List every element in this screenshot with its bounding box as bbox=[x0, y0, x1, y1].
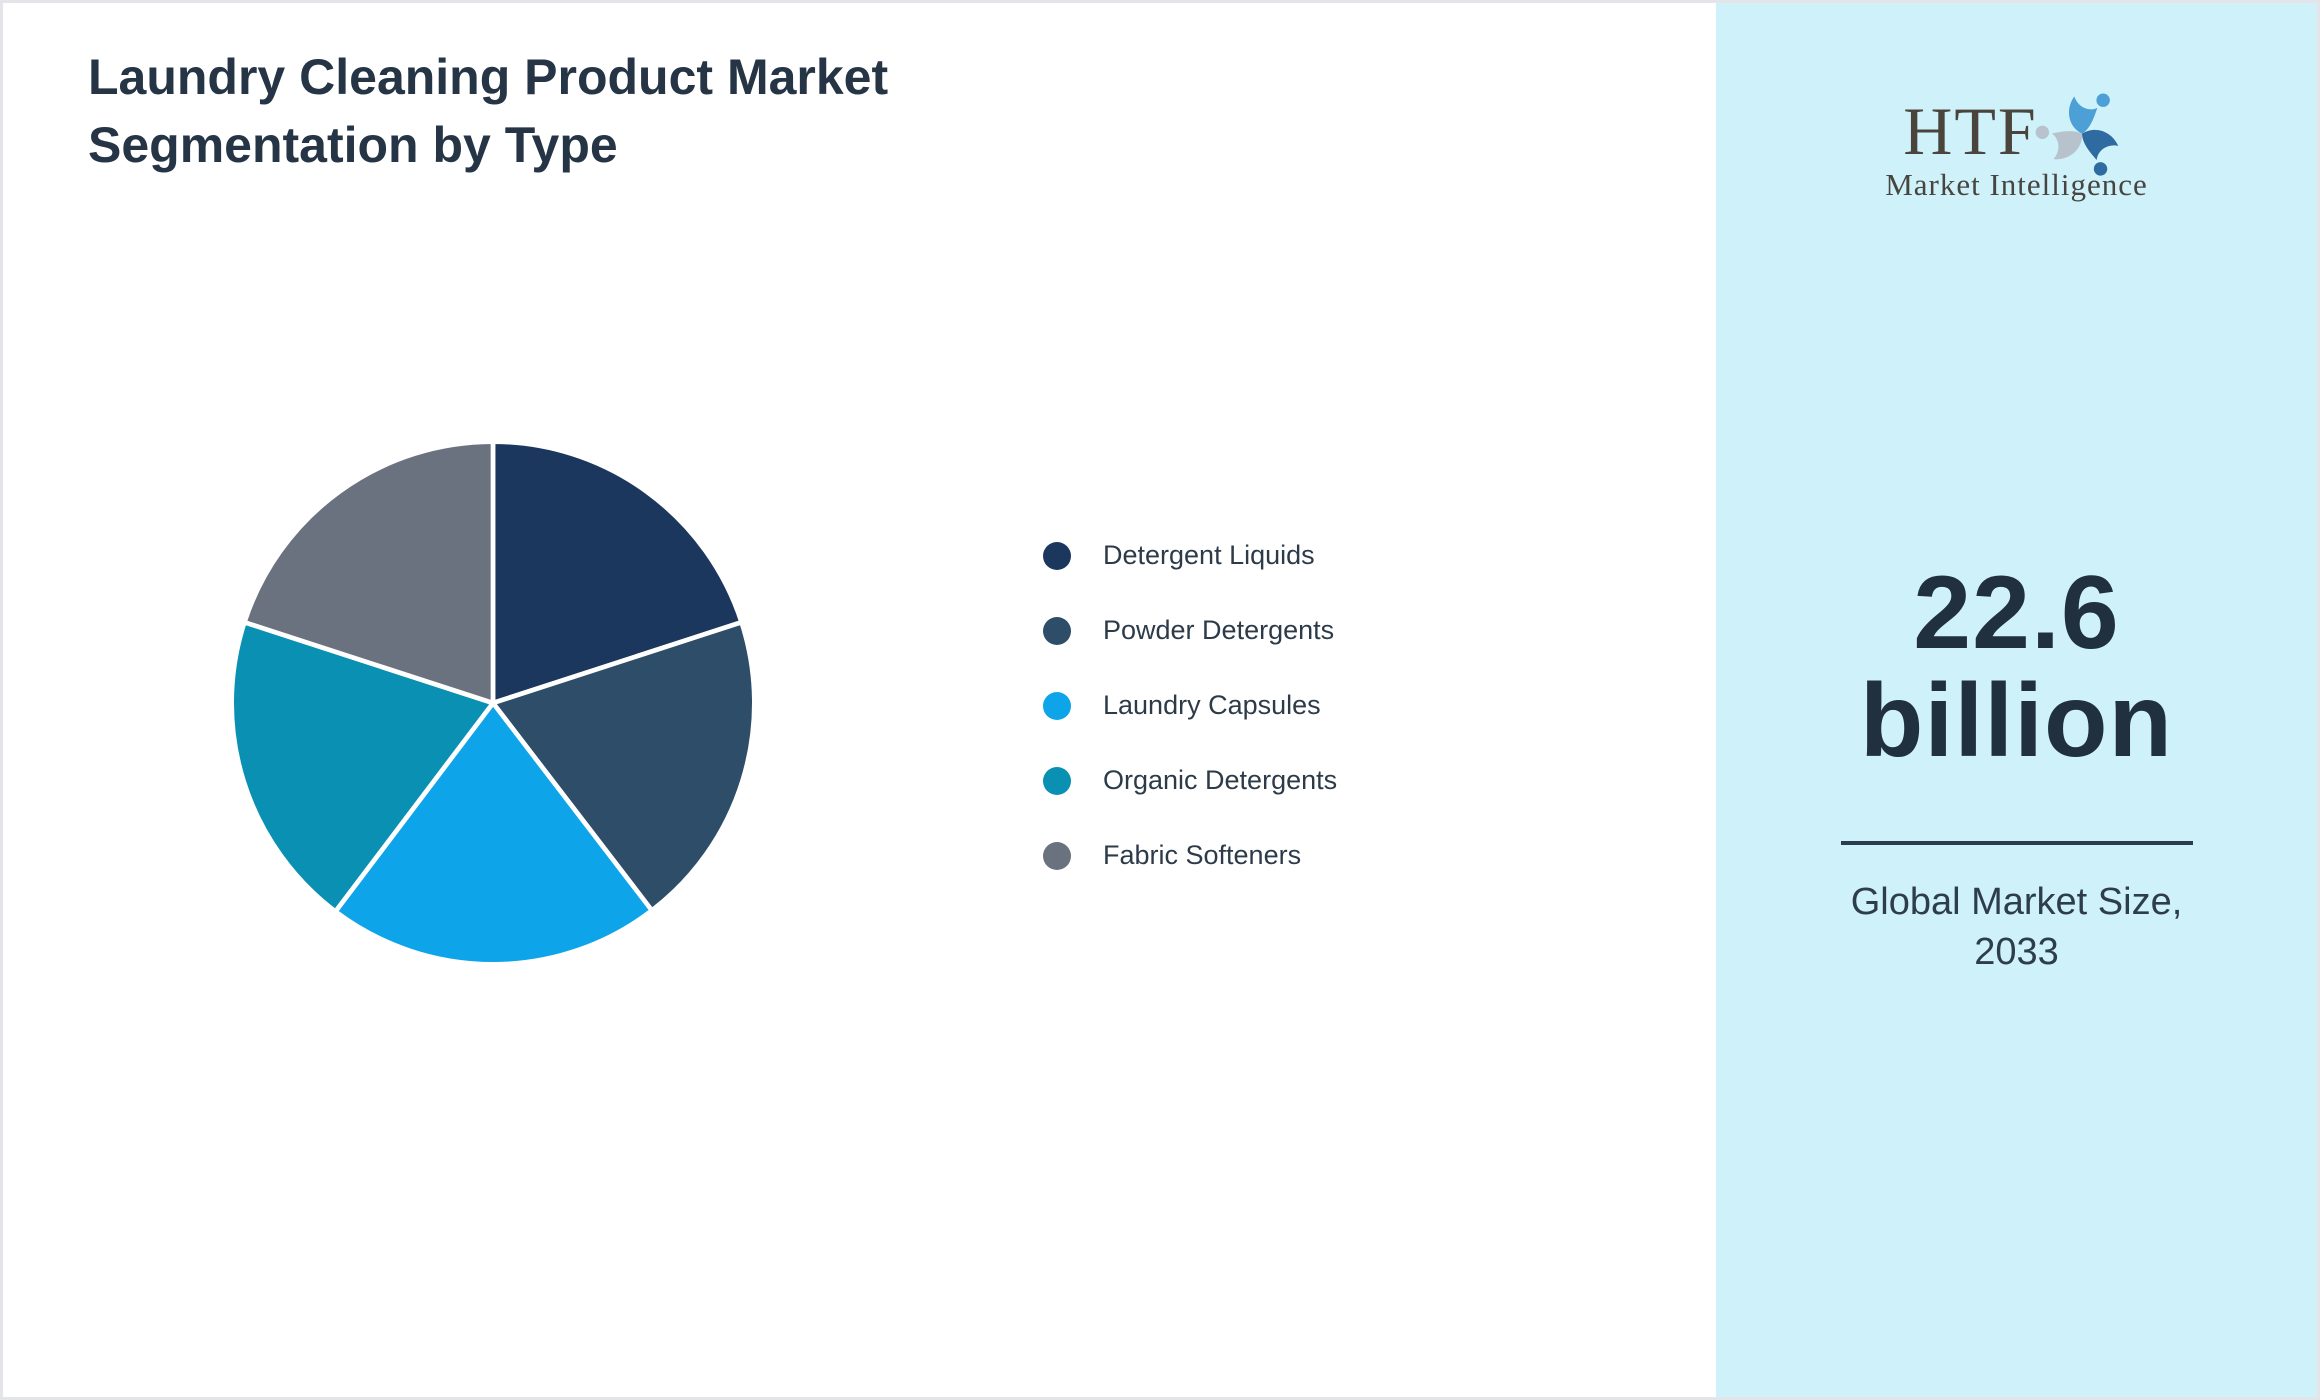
market-size-value-unit: billion bbox=[1859, 663, 2174, 779]
legend-item: Powder Detergents bbox=[1043, 593, 1337, 668]
legend-label: Organic Detergents bbox=[1103, 765, 1338, 795]
htf-logo: HTF Market Intelligence bbox=[1716, 81, 2317, 203]
market-size-value: 22.6 billion bbox=[1716, 559, 2317, 775]
stat-divider bbox=[1840, 841, 2193, 845]
pie-chart bbox=[213, 423, 773, 983]
legend-label: Laundry Capsules bbox=[1103, 690, 1321, 720]
pie-slice-laundry-capsules bbox=[333, 700, 655, 967]
legend: Detergent Liquids Powder Detergents Laun… bbox=[1043, 518, 1337, 893]
htf-logo-subtext: Market Intelligence bbox=[1885, 167, 2148, 202]
chart-title-line1: Laundry Cleaning Product Market bbox=[88, 49, 889, 105]
legend-swatch-organic-detergents bbox=[1043, 766, 1071, 795]
market-size-value-number: 22.6 bbox=[1913, 555, 2120, 671]
market-size-caption: Global Market Size, 2033 bbox=[1716, 877, 2317, 977]
legend-label: Detergent Liquids bbox=[1103, 540, 1315, 570]
legend-label: Powder Detergents bbox=[1103, 615, 1335, 645]
market-size-stat: 22.6 billion Global Market Size, 2033 bbox=[1716, 559, 2317, 977]
market-size-caption-line2: 2033 bbox=[1974, 931, 2059, 973]
pie-slice-organic-detergents bbox=[229, 619, 496, 914]
legend-swatch-fabric-softeners bbox=[1043, 841, 1071, 870]
chart-title-line2: Segmentation by Type bbox=[88, 117, 618, 173]
legend-item: Organic Detergents bbox=[1043, 743, 1337, 818]
sidebar: HTF Market Intelligence bbox=[1716, 3, 2317, 1397]
legend-item: Laundry Capsules bbox=[1043, 668, 1337, 743]
htf-logo-swirl-icon bbox=[2035, 93, 2118, 176]
pie-slice-powder-detergents bbox=[490, 619, 757, 913]
legend-swatch-laundry-capsules bbox=[1043, 691, 1071, 720]
legend-swatch-detergent-liquids bbox=[1043, 541, 1071, 570]
htf-logo-text: HTF bbox=[1903, 93, 2038, 169]
legend-item: Detergent Liquids bbox=[1043, 518, 1337, 593]
legend-item: Fabric Softeners bbox=[1043, 818, 1337, 893]
market-size-caption-line1: Global Market Size, bbox=[1850, 881, 2183, 923]
pie-slice-detergent-liquids bbox=[490, 439, 744, 706]
legend-label: Fabric Softeners bbox=[1103, 840, 1302, 870]
legend-swatch-powder-detergents bbox=[1043, 616, 1071, 645]
pie-slice-fabric-softeners bbox=[242, 439, 496, 706]
chart-title: Laundry Cleaning Product Market Segmenta… bbox=[88, 43, 888, 179]
